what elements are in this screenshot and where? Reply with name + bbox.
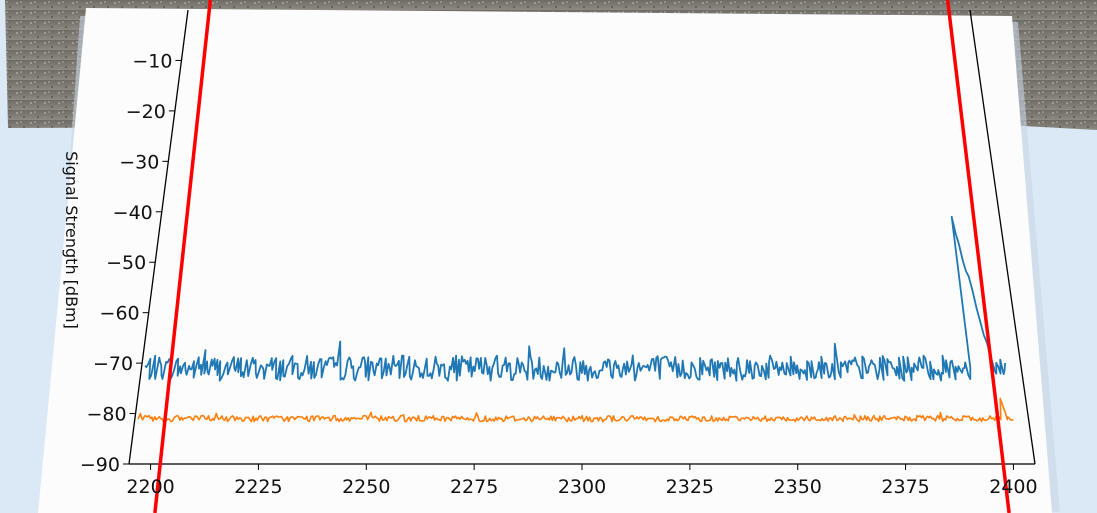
right-spine [969, 9, 1036, 465]
tick-labels: 2200 2225 2250 2275 2300 2325 2350 2375 2400 −10 −… [80, 50, 1038, 498]
y-tick-label: −50 [106, 252, 146, 274]
chart-paper [38, 8, 1052, 513]
y-tick-label: −10 [132, 50, 172, 72]
axes-frame [123, 9, 1036, 470]
y-axis-title: Signal Strength [dBm] [62, 151, 81, 329]
reference-line-2 [945, 0, 1011, 513]
x-tick-label: 2400 [989, 476, 1037, 498]
x-tick-label: 2275 [450, 476, 498, 498]
y-tick-label: −40 [113, 202, 153, 224]
reference-line-1 [153, 0, 213, 513]
y-axis-line [128, 9, 189, 465]
y-tick-label: −90 [80, 454, 120, 476]
y-tick-label: −60 [100, 303, 140, 325]
y-tick-label: −20 [126, 101, 166, 123]
data-series [137, 215, 1014, 423]
y-tick-label: −70 [93, 353, 133, 375]
x-tick-label: 2375 [881, 476, 929, 498]
y-tick-label: −30 [119, 151, 159, 173]
reference-lines [153, 0, 1011, 513]
x-tick-label: 2325 [666, 476, 714, 498]
series-line-2 [137, 397, 1014, 423]
series-line-1 [144, 215, 1006, 382]
x-tick-label: 2300 [558, 476, 606, 498]
x-tick-label: 2200 [126, 476, 174, 498]
x-tick-label: 2250 [342, 476, 390, 498]
x-tick-label: 2350 [774, 476, 822, 498]
y-tick-label: −80 [86, 404, 126, 426]
x-tick-label: 2225 [234, 476, 282, 498]
